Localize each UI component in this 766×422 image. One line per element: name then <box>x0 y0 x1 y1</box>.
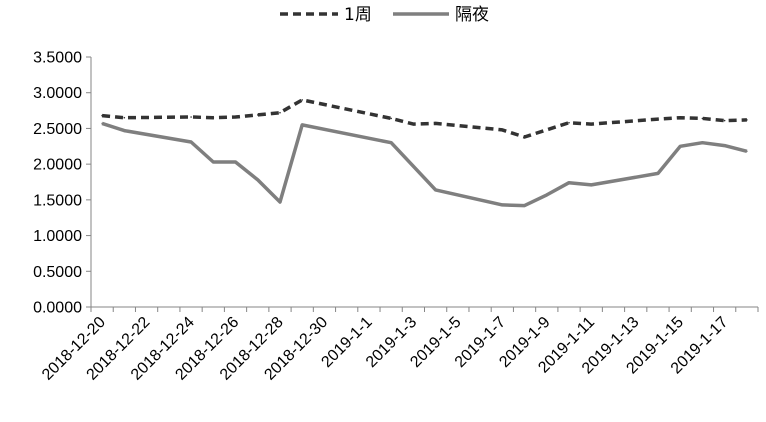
series-2-point <box>501 204 504 206</box>
series-1-point <box>523 136 526 138</box>
series-2-point <box>390 141 393 144</box>
series-2-point <box>412 165 415 168</box>
y-tick-label: 3.5000 <box>33 50 82 67</box>
series-1-point <box>190 116 192 118</box>
y-tick-label: 3.0000 <box>33 85 82 102</box>
series-2-point <box>434 189 437 191</box>
series-2-point <box>546 194 548 196</box>
series-1-point <box>746 119 748 121</box>
series-2-point <box>523 204 526 207</box>
series-layer <box>101 98 748 208</box>
axes: 0.0000 0.5000 1.0000 1.5000 2.0000 2.5000 3.00… <box>33 50 759 384</box>
series-line-2 <box>101 121 748 208</box>
legend: 1周 隔夜 <box>280 5 489 25</box>
y-tick-label: 2.5000 <box>33 121 82 138</box>
series-line-1 <box>101 98 747 139</box>
y-tick-label: 1.0000 <box>33 228 82 245</box>
series-1-point <box>390 117 393 120</box>
series-2-point <box>234 161 237 163</box>
y-tick-label: 1.5000 <box>33 192 82 209</box>
series-2-point <box>723 144 726 147</box>
series-2-point <box>279 201 281 203</box>
series-1-point <box>679 116 681 119</box>
series-1-point <box>234 116 237 118</box>
series-2-point <box>746 150 748 153</box>
series-2-point <box>190 141 192 143</box>
series-2-point <box>679 145 681 148</box>
y-tick-label: 2.0000 <box>33 157 82 174</box>
series-1-point <box>123 116 126 119</box>
legend-label-1: 1周 <box>344 5 372 25</box>
series-1-point <box>723 119 726 122</box>
series-1-point <box>590 123 593 125</box>
series-2-point <box>212 161 215 163</box>
series-1-point <box>412 123 415 125</box>
series-2-point <box>657 172 659 175</box>
series-2-point <box>590 184 593 186</box>
series-2-point <box>701 141 704 144</box>
series-1-point <box>568 121 570 124</box>
series-1-point <box>101 114 103 117</box>
series-1-point <box>301 99 304 101</box>
y-tick-label: 0.0000 <box>33 300 82 317</box>
series-1-point <box>701 117 704 120</box>
series-1-point <box>434 122 437 125</box>
series-1-point <box>501 129 504 131</box>
series-2-point <box>123 129 126 132</box>
series-1-point <box>212 116 215 119</box>
series-2-point <box>257 179 259 181</box>
series-1-point <box>257 114 259 116</box>
series-1-point <box>657 118 659 120</box>
legend-label-2: 隔夜 <box>455 5 489 25</box>
series-2-point <box>568 181 570 184</box>
series-2-point <box>101 122 103 125</box>
y-tick-label: 0.5000 <box>33 264 82 281</box>
series-1-point <box>279 111 281 114</box>
series-2-point <box>301 124 304 126</box>
